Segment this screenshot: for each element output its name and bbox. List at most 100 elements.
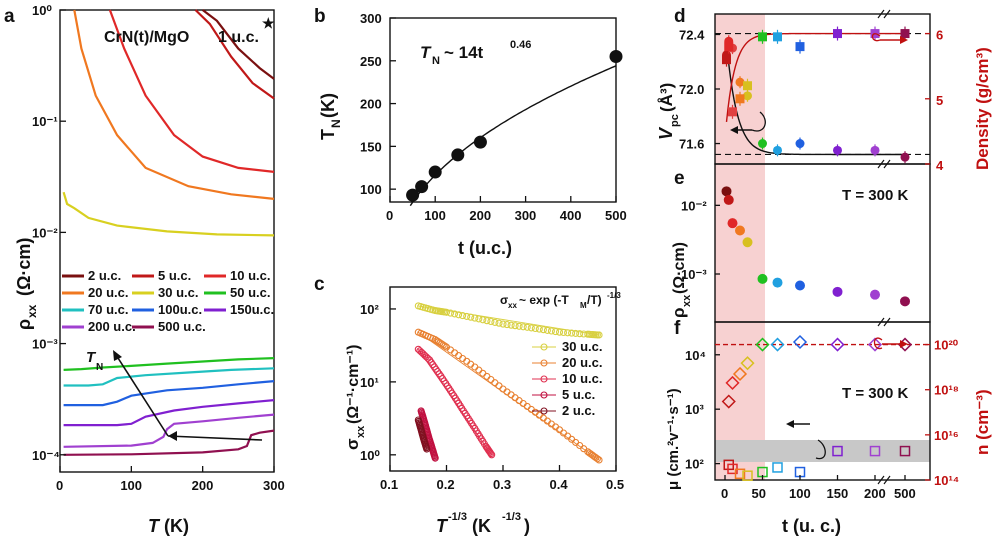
- x-tick-label: 300: [515, 208, 537, 223]
- y-tick-label: 10⁰: [360, 448, 380, 463]
- panel-letter-d: d: [674, 6, 686, 27]
- y2-tick-label: 4: [936, 158, 944, 173]
- y-tick-label: 10¹: [360, 375, 379, 390]
- legend-marker: [540, 343, 548, 351]
- mobility-data-point: [899, 445, 911, 457]
- svg-text:xx: xx: [355, 425, 367, 438]
- axis-break-mark: [877, 9, 885, 19]
- curve-2uc.: [202, 9, 275, 80]
- panel-f-y2label: n (cm⁻³): [973, 389, 992, 455]
- panel-f-xlabel: t (u. c.): [782, 516, 841, 536]
- legend-label: 150u.c.: [230, 302, 274, 317]
- panel-letter-a: a: [4, 6, 15, 27]
- y2-tick-label: 6: [936, 28, 943, 43]
- sigma-fit-line: [417, 331, 600, 461]
- svg-text:~ 14t: ~ 14t: [444, 43, 484, 62]
- svg-text:N: N: [329, 119, 343, 128]
- tn-data-point: [451, 148, 465, 162]
- legend-label: 500 u.c.: [158, 319, 206, 334]
- svg-text:(K: (K: [472, 516, 491, 536]
- density-data-point: [722, 55, 731, 65]
- sigma-point-30u.c.: [576, 330, 584, 338]
- rho-data-point: [795, 280, 805, 291]
- sigma-point-30u.c.: [523, 323, 531, 331]
- x-tick-label: 200: [864, 486, 886, 501]
- panel-d-y2label: Density (g/cm³): [973, 47, 992, 170]
- svg-text:T: T: [436, 516, 449, 536]
- x-tick-label: 0.3: [493, 477, 511, 492]
- axis-break-mark: [883, 9, 891, 19]
- panel-letter-b: b: [314, 6, 326, 27]
- sigma-point-30u.c.: [499, 320, 507, 328]
- carrier-density-point: [755, 337, 770, 352]
- y-tick-label: 200: [360, 97, 382, 112]
- sigma-point-30u.c.: [527, 324, 535, 332]
- density-data-point: [743, 81, 752, 91]
- carrier-density-point: [725, 375, 740, 390]
- svg-text:(K): (K): [318, 93, 338, 118]
- panel-a-xlabel-unit: (K): [164, 516, 189, 536]
- panel-c-plot: [414, 302, 603, 464]
- panel-f-ylabel: μ (cm.²v⁻¹·s⁻¹): [665, 388, 682, 490]
- rho-data-point: [721, 186, 732, 197]
- sigma-point-30u.c.: [455, 311, 463, 319]
- sigma-point-30u.c.: [515, 322, 523, 330]
- panel-f-frame: [714, 321, 931, 481]
- vpc-data-point: [795, 139, 805, 149]
- y-tick-label: 10⁴: [685, 348, 706, 363]
- x-tick-label: 0: [386, 208, 393, 223]
- y-tick-label: 10²: [685, 457, 704, 472]
- sigma-point-30u.c.: [519, 323, 527, 331]
- svg-text:T: T: [318, 129, 338, 140]
- panel-def-plot: [715, 26, 930, 481]
- sigma-point-30u.c.: [446, 309, 455, 317]
- arrow-head-icon: [168, 431, 177, 441]
- x-tick-label: 0.4: [550, 477, 569, 492]
- svg-text:ρ: ρ: [14, 319, 34, 330]
- axis-break-mark: [877, 475, 885, 485]
- panel-b: b 100 150 200 250 300 0 100 200 300 400 500 T N ~ …: [314, 6, 627, 258]
- svg-text:ρ: ρ: [669, 307, 688, 318]
- axis-break-mark: [883, 159, 891, 169]
- tn-label: T: [86, 349, 97, 366]
- panel-b-frame: [389, 17, 617, 203]
- fit-curve: [409, 65, 617, 207]
- svg-text:-1/3: -1/3: [502, 511, 521, 523]
- sigma-point-30u.c.: [442, 308, 451, 316]
- rho-data-point: [900, 296, 910, 307]
- density-data-point: [728, 107, 737, 117]
- density-data-point: [795, 42, 805, 52]
- panel-letter-f: f: [674, 318, 681, 339]
- sigma-point-20u.c.: [479, 369, 487, 377]
- panel-e-temp-label: T = 300 K: [842, 187, 908, 204]
- carrier-density-point: [721, 394, 736, 409]
- rho-data-point: [727, 218, 738, 229]
- density-data-point: [758, 32, 767, 42]
- vpc-data-point: [833, 145, 842, 155]
- legend-label: 50 u.c.: [230, 285, 270, 300]
- y-tick-label: 10⁻³: [32, 337, 58, 352]
- density-data-point: [735, 94, 745, 104]
- arrow-head-icon: [786, 420, 794, 428]
- y-tick-label: 300: [360, 11, 382, 26]
- density-fit-curve: [725, 32, 905, 122]
- tn-data-point: [406, 188, 420, 202]
- sigma-point-30u.c.: [483, 317, 491, 325]
- legend-label: 2 u.c.: [88, 268, 121, 283]
- y-tick-label: 71.6: [679, 137, 704, 152]
- panel-letter-e: e: [674, 168, 685, 189]
- panel-a-corner-label: 1 u.c.: [218, 29, 259, 46]
- svg-text:): ): [524, 516, 530, 536]
- mobility-data-point: [772, 462, 783, 473]
- panel-f-temp-label: T = 300 K: [842, 385, 908, 402]
- legend-label: 100u.c.: [158, 302, 202, 317]
- sigma-point-30u.c.: [551, 328, 560, 336]
- curve-10uc.: [108, 9, 275, 173]
- y-tick-label: 10⁻²: [681, 198, 707, 213]
- svg-text:0.46: 0.46: [510, 39, 531, 51]
- arrow-head-icon: [900, 340, 908, 348]
- tn-data-point: [609, 50, 623, 64]
- x-tick-label: 0: [721, 486, 728, 501]
- x-tick-label: 0.1: [380, 477, 398, 492]
- sigma-point-30u.c.: [495, 319, 503, 327]
